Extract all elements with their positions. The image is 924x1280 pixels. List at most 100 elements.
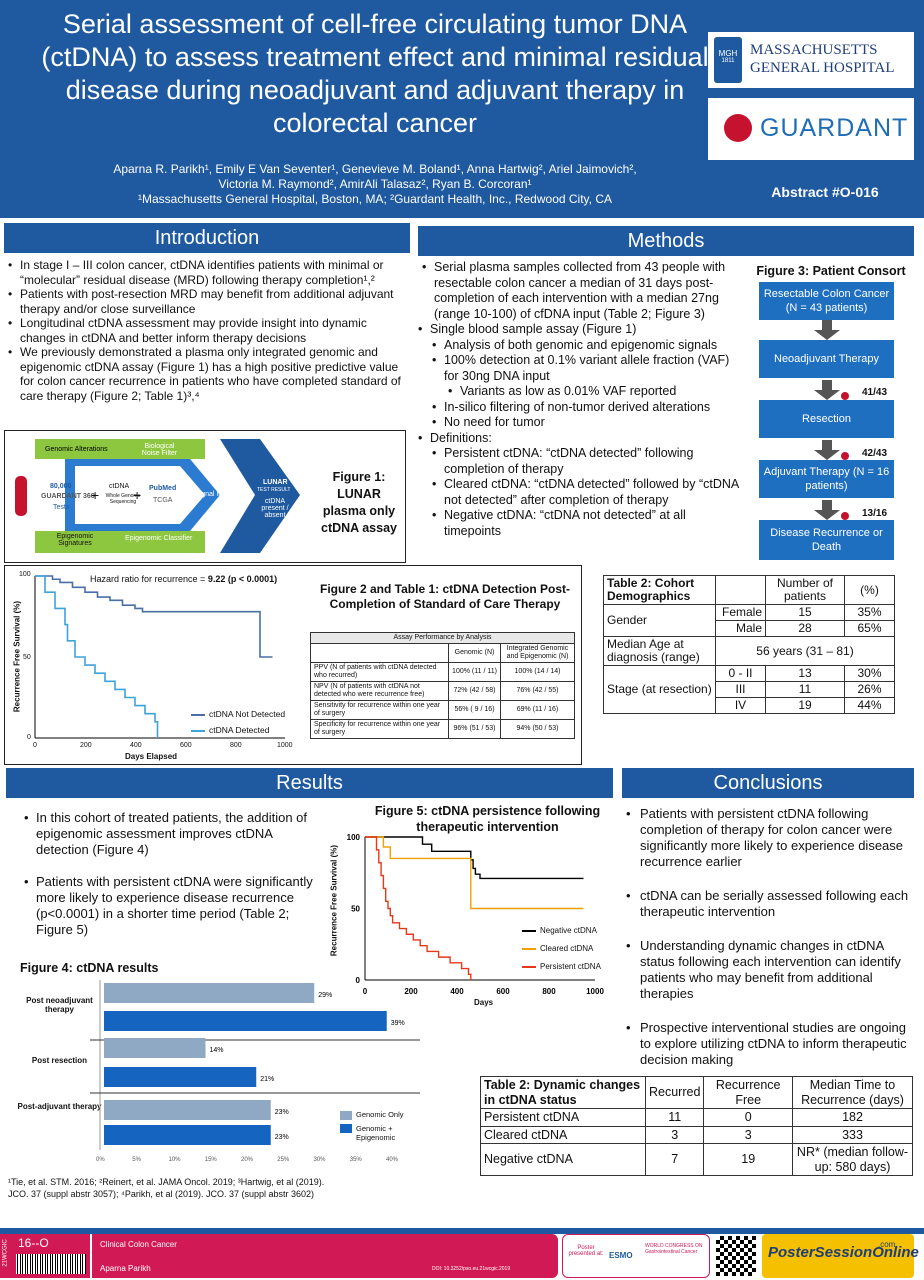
- references: ¹Tie, et al. STM. 2016; ²Reinert, et al.…: [8, 1177, 325, 1199]
- qr-code-icon: [716, 1236, 756, 1276]
- f4-group-label: Post resection: [31, 1056, 88, 1065]
- list-item: Understanding dynamic changes in ctDNA s…: [626, 938, 916, 1002]
- list-item: Persistent ctDNA: “ctDNA detected” follo…: [432, 446, 743, 477]
- f5-y-tick: 50: [351, 905, 360, 914]
- f4-bar: [104, 1125, 271, 1145]
- km-line-0: [365, 836, 584, 880]
- table-row: Negative ctDNA 7 19 NR* (median follow-u…: [480, 1143, 913, 1176]
- f4-x-tick: 15%: [204, 1157, 217, 1163]
- f5-x-tick: 600: [496, 987, 510, 996]
- footer-doi: DOI: 10.3252/pso.eu.21wcgic.2019: [432, 1266, 511, 1272]
- f4-group-label: Post neoadjuvant therapy: [26, 996, 93, 1014]
- f4-legend: Genomic Only Genomic + Epigenomic: [340, 1110, 406, 1142]
- guardant-logo-text: GUARDANT: [760, 114, 909, 142]
- km-line-2: [365, 836, 472, 980]
- table-row: Specificity for recurrence within one ye…: [310, 719, 575, 739]
- f2-y-tick: 0: [27, 734, 31, 741]
- f4-data-label: 14%: [210, 1047, 224, 1054]
- introduction-heading: Introduction: [4, 223, 410, 253]
- f4-x-tick: 0%: [96, 1157, 105, 1163]
- mgh-seal-icon: MGH 1811: [714, 37, 742, 83]
- table-row: Sensitivity for recurrence within one ye…: [310, 700, 575, 720]
- figure-2-box: 100 50 0 0 200 400 600 800 1000 Days Ela…: [4, 565, 582, 765]
- epigenomic-signatures-label: Epigenomic Signatures: [56, 533, 94, 547]
- consort-ratio: 13/16: [862, 508, 888, 519]
- consort-ratio: 41/43: [862, 387, 888, 398]
- assay-performance-table: Assay Performance by Analysis Genomic (N…: [310, 632, 575, 739]
- biological-noise-label: Biological Noise Filter: [141, 443, 178, 457]
- blood-drop-icon: [841, 512, 849, 520]
- methods-bullets: Serial plasma samples collected from 43 …: [418, 260, 743, 539]
- white-panel: [75, 466, 205, 524]
- km-line-0: [35, 575, 273, 658]
- tests-count: 80,000: [50, 483, 72, 490]
- f4-x-tick: 40%: [386, 1157, 399, 1163]
- table-row: Persistent ctDNA 11 0 182: [480, 1108, 913, 1127]
- footer-bar: [0, 1228, 924, 1234]
- legend-cleared: Cleared ctDNA: [522, 940, 601, 958]
- blood-drop-icon: [841, 392, 849, 400]
- f2-x-tick: 400: [130, 742, 142, 749]
- down-arrow-icon: [814, 380, 840, 400]
- conclusions-heading: Conclusions: [622, 768, 914, 798]
- f4-data-label: 39%: [391, 1020, 405, 1027]
- list-item: No need for tumor: [432, 415, 743, 431]
- f5-x-label: Days: [474, 998, 494, 1007]
- genomic-alterations-label: Genomic Alterations: [45, 446, 108, 453]
- figure-4-bar-chart: 29% 39% 14% 21% 23% 23%: [90, 980, 420, 1150]
- legend-not-detected: ctDNA Not Detected: [191, 709, 285, 719]
- list-item: Definitions:: [418, 431, 743, 447]
- f4-bar: [104, 1100, 271, 1120]
- figure-1-box: Genomic Alterations Biological Noise Fil…: [4, 430, 406, 563]
- figure-2-km-chart: [34, 575, 285, 739]
- consort-box-2: Neoadjuvant Therapy: [759, 340, 894, 378]
- down-arrow-icon: [814, 500, 840, 520]
- guardant-logo: GUARDANT: [708, 98, 914, 160]
- hazard-ratio: Hazard ratio for recurrence = 9.22 (p < …: [90, 574, 278, 584]
- pubmed-label: PubMed: [149, 485, 177, 492]
- blood-drop-icon: [724, 114, 752, 142]
- list-item: Serial plasma samples collected from 43 …: [422, 260, 743, 322]
- f5-legend: Negative ctDNA Cleared ctDNA Persistent …: [522, 922, 601, 976]
- lunar-label: LUNAR: [263, 479, 288, 486]
- f4-bar: [104, 1067, 257, 1087]
- results-bullets: In this cohort of treated patients, the …: [24, 810, 314, 938]
- plus-sign: +: [133, 487, 142, 503]
- f4-group-label: Post-adjuvant therapy: [17, 1102, 102, 1111]
- footer-info-block: Clinical Colon Cancer Aparna Parikh DOI:…: [92, 1234, 558, 1278]
- list-item: Patients with post-resection MRD may ben…: [8, 287, 410, 316]
- consort-box-5: Disease Recurrence or Death: [759, 520, 894, 560]
- table-row: PPV (N of patients with ctDNA detected w…: [310, 662, 575, 682]
- side-code: 21WCGIC: [2, 1239, 9, 1267]
- guardant360-label: GUARDANT 360: [41, 493, 95, 500]
- list-item: We previously demonstrated a plasma only…: [8, 345, 410, 403]
- f5-x-tick: 800: [542, 987, 556, 996]
- f2-y-label: Recurrence Free Survival (%): [12, 600, 22, 713]
- poster-session-logo: PosterSessionOnline .com: [762, 1234, 919, 1278]
- list-item: In this cohort of treated patients, the …: [24, 810, 314, 858]
- poster-title: Serial assessment of cell-free circulati…: [41, 9, 709, 138]
- down-arrow-icon: [814, 440, 840, 460]
- tests-label: Tests: [53, 504, 70, 511]
- f5-y-tick: 0: [356, 976, 361, 985]
- cohort-demographics-table: Table 2: Cohort Demographics Number of p…: [603, 575, 895, 714]
- authors-line-1: Aparna R. Parikh¹, Emily E Van Seventer¹…: [113, 162, 637, 176]
- test-result-label: TEST RESULT: [257, 487, 291, 493]
- conclusions-bullets: Patients with persistent ctDNA following…: [626, 806, 916, 1068]
- list-item: Longitudinal ctDNA assessment may provid…: [8, 316, 410, 345]
- plus-sign: +: [91, 487, 100, 503]
- f4-data-label: 21%: [260, 1076, 274, 1083]
- legend-negative: Negative ctDNA: [522, 922, 601, 940]
- f4-data-label: 23%: [275, 1134, 289, 1141]
- list-item: Single blood sample assay (Figure 1): [418, 322, 743, 338]
- consort-box-3: Resection: [759, 400, 894, 438]
- f5-x-tick: 0: [363, 987, 368, 996]
- f2-x-label: Days Elapsed: [125, 752, 178, 761]
- ctdna-label: ctDNA: [109, 483, 130, 490]
- f4-bar: [104, 1038, 206, 1058]
- authors-line-2: Victoria M. Raymond², AmirAli Talasaz², …: [218, 177, 532, 191]
- f5-x-tick: 1000: [586, 987, 604, 996]
- list-item: Negative ctDNA: “ctDNA not detected” at …: [432, 508, 743, 539]
- figure-2-caption: Figure 2 and Table 1: ctDNA Detection Po…: [319, 582, 571, 611]
- lunar-assay-diagram: [15, 439, 300, 553]
